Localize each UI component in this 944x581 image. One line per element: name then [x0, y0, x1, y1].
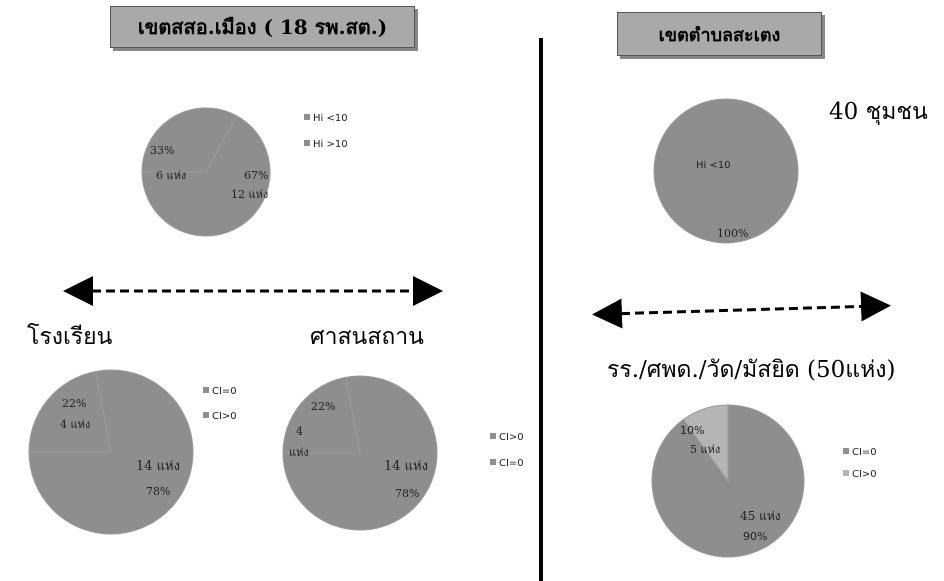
pie3-count-label-0b: แห่ง	[289, 446, 309, 459]
pie5-pct-label-0: 90%	[743, 530, 767, 543]
pie2-slice-0	[28, 370, 112, 453]
pie5-legend-swatch-1	[843, 470, 849, 476]
pie2-legend-swatch-1	[203, 412, 209, 418]
pie3-legend-swatch-1	[490, 459, 496, 465]
pie2-legend-label-0: CI=0	[212, 386, 237, 397]
pie5-legend-swatch-0	[843, 448, 849, 454]
pie2-pct-label-0: 22%	[62, 397, 86, 410]
combined-places-heading: รร./ศพด./วัด/มัสยิด (50แห่ง)	[607, 357, 896, 383]
pie1-legend-swatch-0	[304, 114, 310, 120]
community-count-label: 40 ชุมชน	[829, 99, 928, 125]
school-heading: โรงเรียน	[27, 324, 113, 350]
pie2-legend-swatch-0	[203, 387, 209, 393]
pie3-legend-label-1: CI=0	[499, 458, 524, 469]
pie1-slice-1	[141, 115, 271, 237]
pie1-legend-label-0: Hi <10	[313, 113, 348, 124]
pie3-pct-label-0: 22%	[311, 400, 335, 413]
pie1-legend-swatch-1	[304, 140, 310, 146]
pie2-count-label-1: 14 แห่ง	[136, 459, 180, 474]
pie1-count-label-0: 6 แห่ง	[156, 169, 186, 182]
pie1-pct-label-0: 33%	[150, 144, 174, 157]
pie5-legend-label-1: CI>0	[852, 469, 877, 480]
pie1-slice-0	[141, 107, 238, 173]
pie2-count-label-0: 4 แห่ง	[60, 418, 90, 431]
pie3-slice-1	[282, 375, 438, 531]
pie5-pct-label-1: 10%	[680, 424, 704, 437]
pie4-pct-label: 100%	[717, 227, 748, 240]
religious-place-heading: ศาสนสถาน	[310, 324, 424, 350]
pie1-pct-label-1: 67%	[244, 169, 268, 182]
pie3-pct-label-1: 78%	[395, 487, 419, 500]
left-region-title: เขตสสอ.เมือง ( 18 รพ.สต.)	[110, 6, 415, 48]
pie4-slice-0	[653, 98, 799, 244]
pie5-count-label-0: 45 แห่ง	[740, 509, 781, 523]
pie3-legend-swatch-0	[490, 433, 496, 439]
pie3-count-label-1: 14 แห่ง	[384, 459, 428, 474]
pie1-legend-label-1: Hi >10	[313, 139, 348, 150]
pie5-count-label-1: 5 แห่ง	[690, 443, 720, 456]
pie2-pct-label-1: 78%	[146, 485, 170, 498]
pie2-legend-label-1: CI>0	[212, 411, 237, 422]
pie2-slice-1	[28, 369, 194, 535]
vertical-divider	[539, 38, 543, 581]
pie3-legend-label-0: CI>0	[499, 432, 524, 443]
pie3-slice-0	[282, 376, 361, 454]
pie5-slice-0	[651, 404, 805, 558]
pie3-count-label-0: 4	[296, 425, 303, 438]
pie4-inner-label: Hi <10	[696, 160, 731, 171]
right-region-title: เขตตำบลสะเตง	[617, 12, 822, 56]
right-double-arrow	[592, 291, 891, 329]
pie5-legend-label-0: CI=0	[852, 447, 877, 458]
pie1-count-label-1: 12 แห่ง	[231, 188, 268, 201]
